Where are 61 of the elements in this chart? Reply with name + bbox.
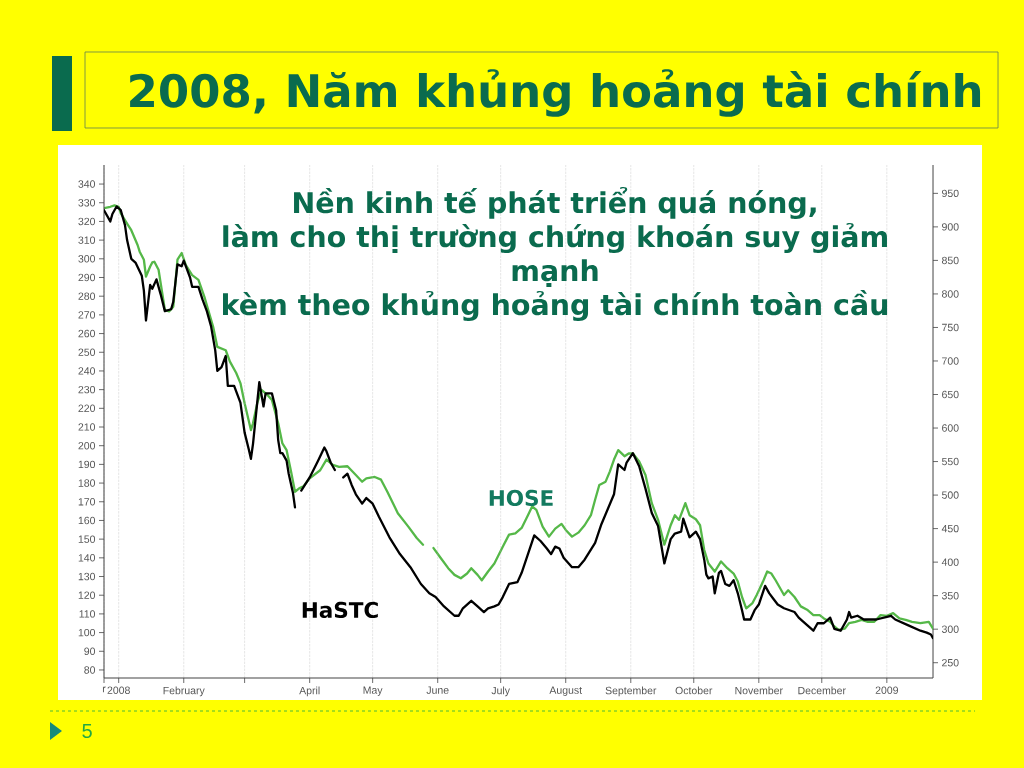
y-tick-label: 310	[78, 236, 96, 244]
x-tick-label: October	[675, 686, 713, 695]
y-tick-label: 260	[78, 329, 96, 338]
x-tick-label: November	[735, 686, 783, 695]
y-tick-label: 100	[78, 628, 96, 637]
x-tick-label: December	[798, 686, 846, 695]
x-tick-label: July	[491, 686, 510, 697]
y-tick-label: 240	[78, 367, 96, 375]
annotation: Nền kinh tế phát triển quá nóng,	[294, 186, 816, 220]
annotation: kèm theo khủng hoảng tài chính toàn cầu	[223, 290, 888, 322]
series-label: HOSE	[489, 489, 553, 507]
y2-tick-label: 400	[941, 558, 959, 566]
x-tick-label: 2009	[875, 686, 898, 694]
y-tick-label: 280	[78, 292, 96, 300]
x-tick-label: 2008	[107, 686, 130, 694]
y-tick-label: 270	[78, 311, 96, 319]
y-tick-label: 110	[79, 610, 96, 618]
x-tick-label: August	[549, 686, 582, 696]
y-tick-label: 90	[84, 647, 96, 655]
y-tick-label: 80	[84, 666, 96, 674]
y2-tick-label: 750	[942, 323, 959, 332]
y-tick-label: 230	[78, 385, 96, 394]
y-tick-label: 210	[78, 423, 96, 431]
y-tick-label: 160	[78, 516, 96, 525]
y2-tick-label: 350	[941, 591, 959, 600]
y-tick-label: 120	[78, 591, 96, 599]
y-tick-label: 140	[78, 554, 96, 562]
x-tick-label: February	[163, 686, 205, 697]
y-tick-label: 200	[78, 441, 96, 450]
text: 5	[82, 724, 92, 738]
y-tick-label: 150	[78, 535, 96, 543]
y2-tick-label: 450	[941, 524, 959, 533]
y-tick-label: 250	[78, 348, 96, 356]
y-tick-label: 320	[78, 217, 96, 226]
x-tick-label: June	[426, 686, 449, 694]
y2-tick-label: 600	[942, 424, 959, 432]
y-tick-label: 190	[78, 460, 96, 469]
y-tick-label: 300	[78, 255, 96, 263]
y2-tick-label: 850	[942, 256, 959, 265]
y2-tick-label: 250	[942, 659, 959, 667]
y2-tick-label: 950	[942, 189, 959, 198]
y-tick-label: 330	[78, 199, 96, 207]
y-tick-label: 170	[78, 498, 96, 506]
y2-tick-label: 900	[942, 223, 959, 231]
x-tick-label: May	[363, 686, 383, 696]
text: HaSTC	[302, 601, 378, 619]
x-tick-label: r	[102, 686, 106, 693]
y-tick-label: 130	[78, 572, 96, 581]
y-tick-label: 220	[78, 404, 96, 413]
y2-tick-label: 500	[941, 491, 959, 499]
y2-tick-label: 300	[941, 625, 959, 633]
y-tick-label: 290	[78, 273, 96, 282]
y2-tick-label: 800	[942, 290, 959, 298]
x-tick-label: April	[299, 686, 320, 697]
y2-tick-label: 700	[942, 357, 959, 365]
x-tick-label: September	[605, 686, 657, 697]
y2-tick-label: 650	[942, 390, 959, 399]
y2-tick-label: 550	[941, 457, 959, 466]
chart-title: 2008, Năm khủng hoảng tài chính	[130, 69, 981, 117]
y-tick-label: 340	[78, 180, 96, 188]
y-tick-label: 180	[78, 479, 96, 487]
